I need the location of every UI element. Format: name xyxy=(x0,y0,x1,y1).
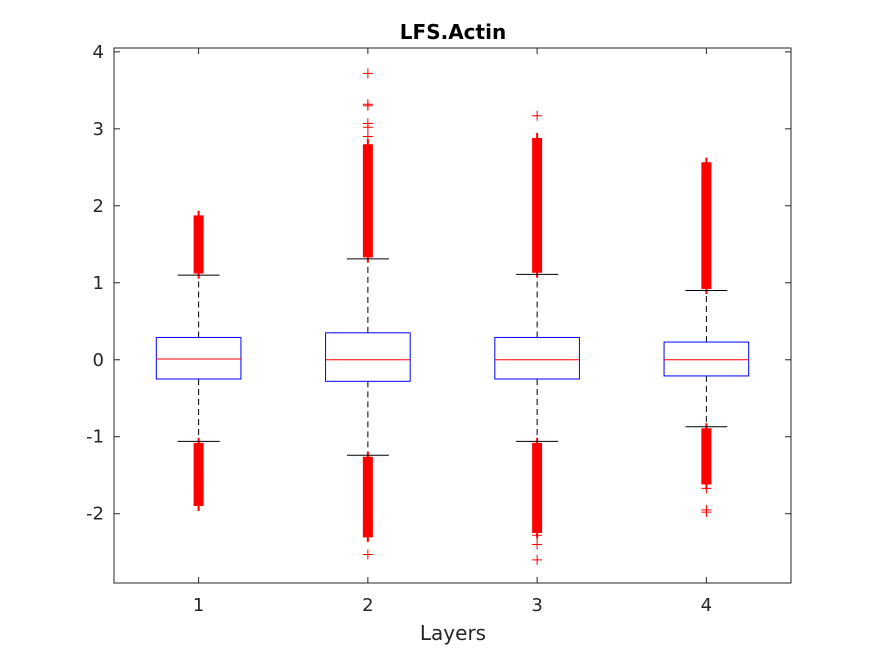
outlier-marker xyxy=(532,110,543,121)
x-tick-label: 4 xyxy=(701,595,712,616)
outlier-marker xyxy=(532,530,543,541)
box-group-2 xyxy=(325,68,411,560)
outlier-marker xyxy=(193,499,204,510)
outlier-marker xyxy=(362,531,373,542)
box-group-4 xyxy=(663,157,750,518)
outlier-band xyxy=(701,428,712,485)
outlier-marker xyxy=(701,507,712,518)
outlier-marker xyxy=(362,118,373,129)
iqr-box xyxy=(663,341,750,377)
outlier-marker xyxy=(532,554,543,565)
y-tick-label: 2 xyxy=(93,196,104,217)
outlier-marker xyxy=(701,483,712,494)
y-tick-label: -2 xyxy=(86,504,104,525)
plot-area: -2 -1 0 1 2 3 4 1 2 3 4 xyxy=(86,42,792,616)
outlier-marker xyxy=(532,539,543,550)
iqr-box xyxy=(155,336,242,380)
outlier-band xyxy=(532,442,543,533)
y-tick-label: -1 xyxy=(86,427,104,448)
x-tick-label: 2 xyxy=(362,595,373,616)
outlier-marker xyxy=(362,99,373,110)
box-group-1 xyxy=(155,210,242,512)
x-tick-label: 3 xyxy=(531,595,542,616)
outlier-band xyxy=(362,144,373,258)
y-tick-label: 3 xyxy=(93,119,104,140)
outlier-marker xyxy=(701,157,712,168)
iqr-box xyxy=(325,332,411,382)
y-tick-label: 1 xyxy=(93,273,104,294)
iqr-box xyxy=(494,336,580,380)
outlier-band xyxy=(362,456,373,537)
outlier-marker xyxy=(532,133,543,144)
box-group-3 xyxy=(494,110,580,565)
outlier-marker xyxy=(193,210,204,221)
outlier-marker xyxy=(362,131,373,142)
outlier-band xyxy=(701,162,712,289)
chart-title: LFS.Actin xyxy=(400,20,506,44)
outlier-marker xyxy=(532,516,543,527)
outlier-band xyxy=(532,138,543,273)
outlier-marker xyxy=(362,68,373,79)
outlier-band xyxy=(193,215,204,274)
y-tick-label: 4 xyxy=(93,42,104,63)
y-tick-label: 0 xyxy=(93,350,104,371)
x-axis-label: Layers xyxy=(420,621,486,645)
x-tick-label: 1 xyxy=(193,595,204,616)
outlier-marker xyxy=(362,549,373,560)
axes-frame xyxy=(113,47,792,584)
